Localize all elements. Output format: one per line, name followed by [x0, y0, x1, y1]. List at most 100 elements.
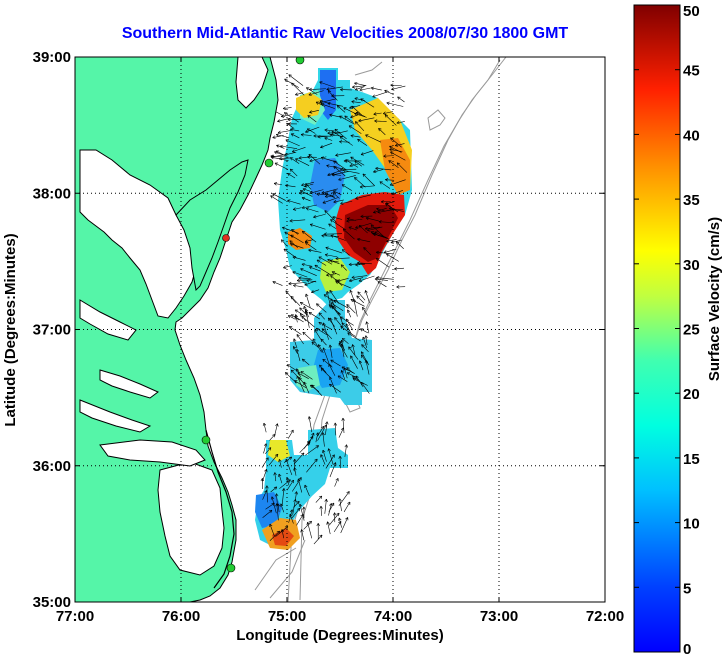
velocity-arrow: [288, 281, 306, 286]
radar-site-marker: [201, 435, 211, 445]
velocity-arrow: [299, 302, 315, 311]
velocity-arrow: [287, 173, 296, 179]
velocity-arrow: [383, 154, 394, 158]
velocity-arrow: [328, 223, 337, 229]
velocity-arrow: [326, 86, 343, 91]
velocity-arrow: [355, 263, 365, 267]
southeast-jet-core: [344, 205, 398, 262]
colorbar-tick-label: 20: [683, 386, 700, 403]
velocity-arrow: [302, 506, 306, 519]
velocity-arrow: [270, 195, 283, 204]
velocity-arrow: [338, 342, 348, 358]
velocity-arrow: [394, 267, 405, 271]
velocity-arrow: [299, 307, 308, 316]
velocity-arrow: [289, 168, 298, 177]
velocity-arrow: [274, 162, 289, 170]
velocity-arrow: [360, 214, 373, 219]
velocity-arrow: [294, 314, 298, 323]
velocity-arrow: [357, 291, 366, 301]
velocity-arrow: [315, 495, 323, 503]
velocity-arrow: [352, 298, 358, 317]
velocity-arrow: [376, 257, 390, 268]
velocity-arrow: [309, 223, 326, 230]
velocity-arrow: [290, 314, 300, 321]
y-tick-label: 36:00: [33, 458, 71, 475]
velocity-arrow: [288, 509, 294, 523]
velocity-arrow: [276, 144, 285, 149]
velocity-arrow: [319, 98, 337, 104]
velocity-arrow: [308, 312, 321, 320]
velocity-arrow: [367, 226, 383, 232]
velocity-arrow: [301, 204, 317, 210]
velocity-arrow: [390, 137, 402, 148]
velocity-arrow: [374, 277, 388, 281]
x-axis: 77:00 76:00 75:00 74:00 73:00 72:00: [56, 57, 624, 625]
velocity-arrow: [341, 249, 350, 256]
velocity-arrow: [340, 264, 347, 271]
velocity-arrow: [347, 332, 361, 342]
velocity-arrow: [280, 144, 298, 149]
velocity-arrow: [379, 181, 391, 189]
radar-site-marker: [222, 234, 230, 242]
velocity-arrow: [355, 222, 372, 229]
inland-estuary-2: [99, 369, 159, 399]
velocity-arrow: [265, 447, 272, 454]
velocity-arrow: [269, 523, 275, 537]
velocity-arrow: [317, 135, 328, 139]
colorbar: 0 5 10 15 20 25 30 35 40 45 50 Surface Velocity (c…: [633, 3, 723, 658]
velocity-arrow: [328, 512, 340, 526]
velocity-arrow: [271, 154, 285, 159]
velocity-arrow: [328, 503, 333, 516]
velocity-arrow: [301, 230, 317, 243]
velocity-arrow: [358, 360, 364, 371]
velocity-arrow: [326, 273, 337, 277]
velocity-arrow: [343, 367, 348, 379]
velocity-arrow: [357, 138, 368, 146]
velocity-arrow: [395, 241, 404, 249]
velocity-arrow: [318, 312, 325, 320]
velocity-arrow: [396, 162, 408, 173]
velocity-arrow: [291, 147, 306, 153]
velocity-arrow: [329, 317, 338, 335]
velocity-arrow: [280, 239, 288, 247]
velocity-arrow: [327, 131, 340, 135]
velocity-arrow: [327, 169, 343, 177]
velocity-arrow: [316, 303, 327, 313]
velocity-arrow: [332, 215, 343, 220]
northern-edge-patch: [296, 92, 322, 118]
colorbar-title: Surface Velocity (cm/s): [706, 217, 723, 381]
velocity-arrow: [279, 479, 291, 489]
velocity-arrow: [346, 309, 352, 318]
velocity-arrow: [305, 183, 312, 190]
velocity-arrow: [330, 305, 339, 314]
x-axis-title: Longitude (Degrees:Minutes): [236, 627, 444, 644]
velocity-arrow: [396, 120, 405, 125]
colorbar-tick-label: 15: [683, 451, 700, 468]
velocity-arrow: [290, 133, 300, 139]
velocity-arrow: [308, 90, 324, 96]
velocity-arrow: [377, 281, 387, 288]
velocity-arrow: [288, 74, 304, 86]
velocity-arrow: [321, 234, 339, 238]
x-tick-label: 75:00: [268, 608, 306, 625]
velocity-arrow: [325, 291, 332, 309]
velocity-arrow: [307, 416, 313, 433]
velocity-arrow: [296, 514, 304, 526]
velocity-arrow: [326, 521, 331, 535]
velocity-arrow: [340, 200, 353, 205]
velocity-arrow: [281, 114, 293, 118]
velocity-arrow: [339, 115, 355, 125]
velocity-arrow: [346, 218, 363, 223]
velocity-arrow: [278, 459, 282, 468]
y-tick-label: 35:00: [33, 594, 71, 611]
velocity-arrow: [329, 383, 341, 393]
velocity-arrow: [275, 526, 289, 537]
velocity-arrow: [303, 520, 312, 530]
colorbar-ticks: 0 5 10 15 20 25 30 35 40 45 50: [634, 3, 700, 658]
velocity-arrow: [370, 224, 385, 237]
velocity-arrow: [303, 306, 308, 318]
velocity-arrow: [318, 256, 333, 265]
velocity-arrow: [330, 219, 345, 230]
velocity-arrow: [365, 134, 382, 143]
velocity-arrow: [287, 199, 301, 205]
